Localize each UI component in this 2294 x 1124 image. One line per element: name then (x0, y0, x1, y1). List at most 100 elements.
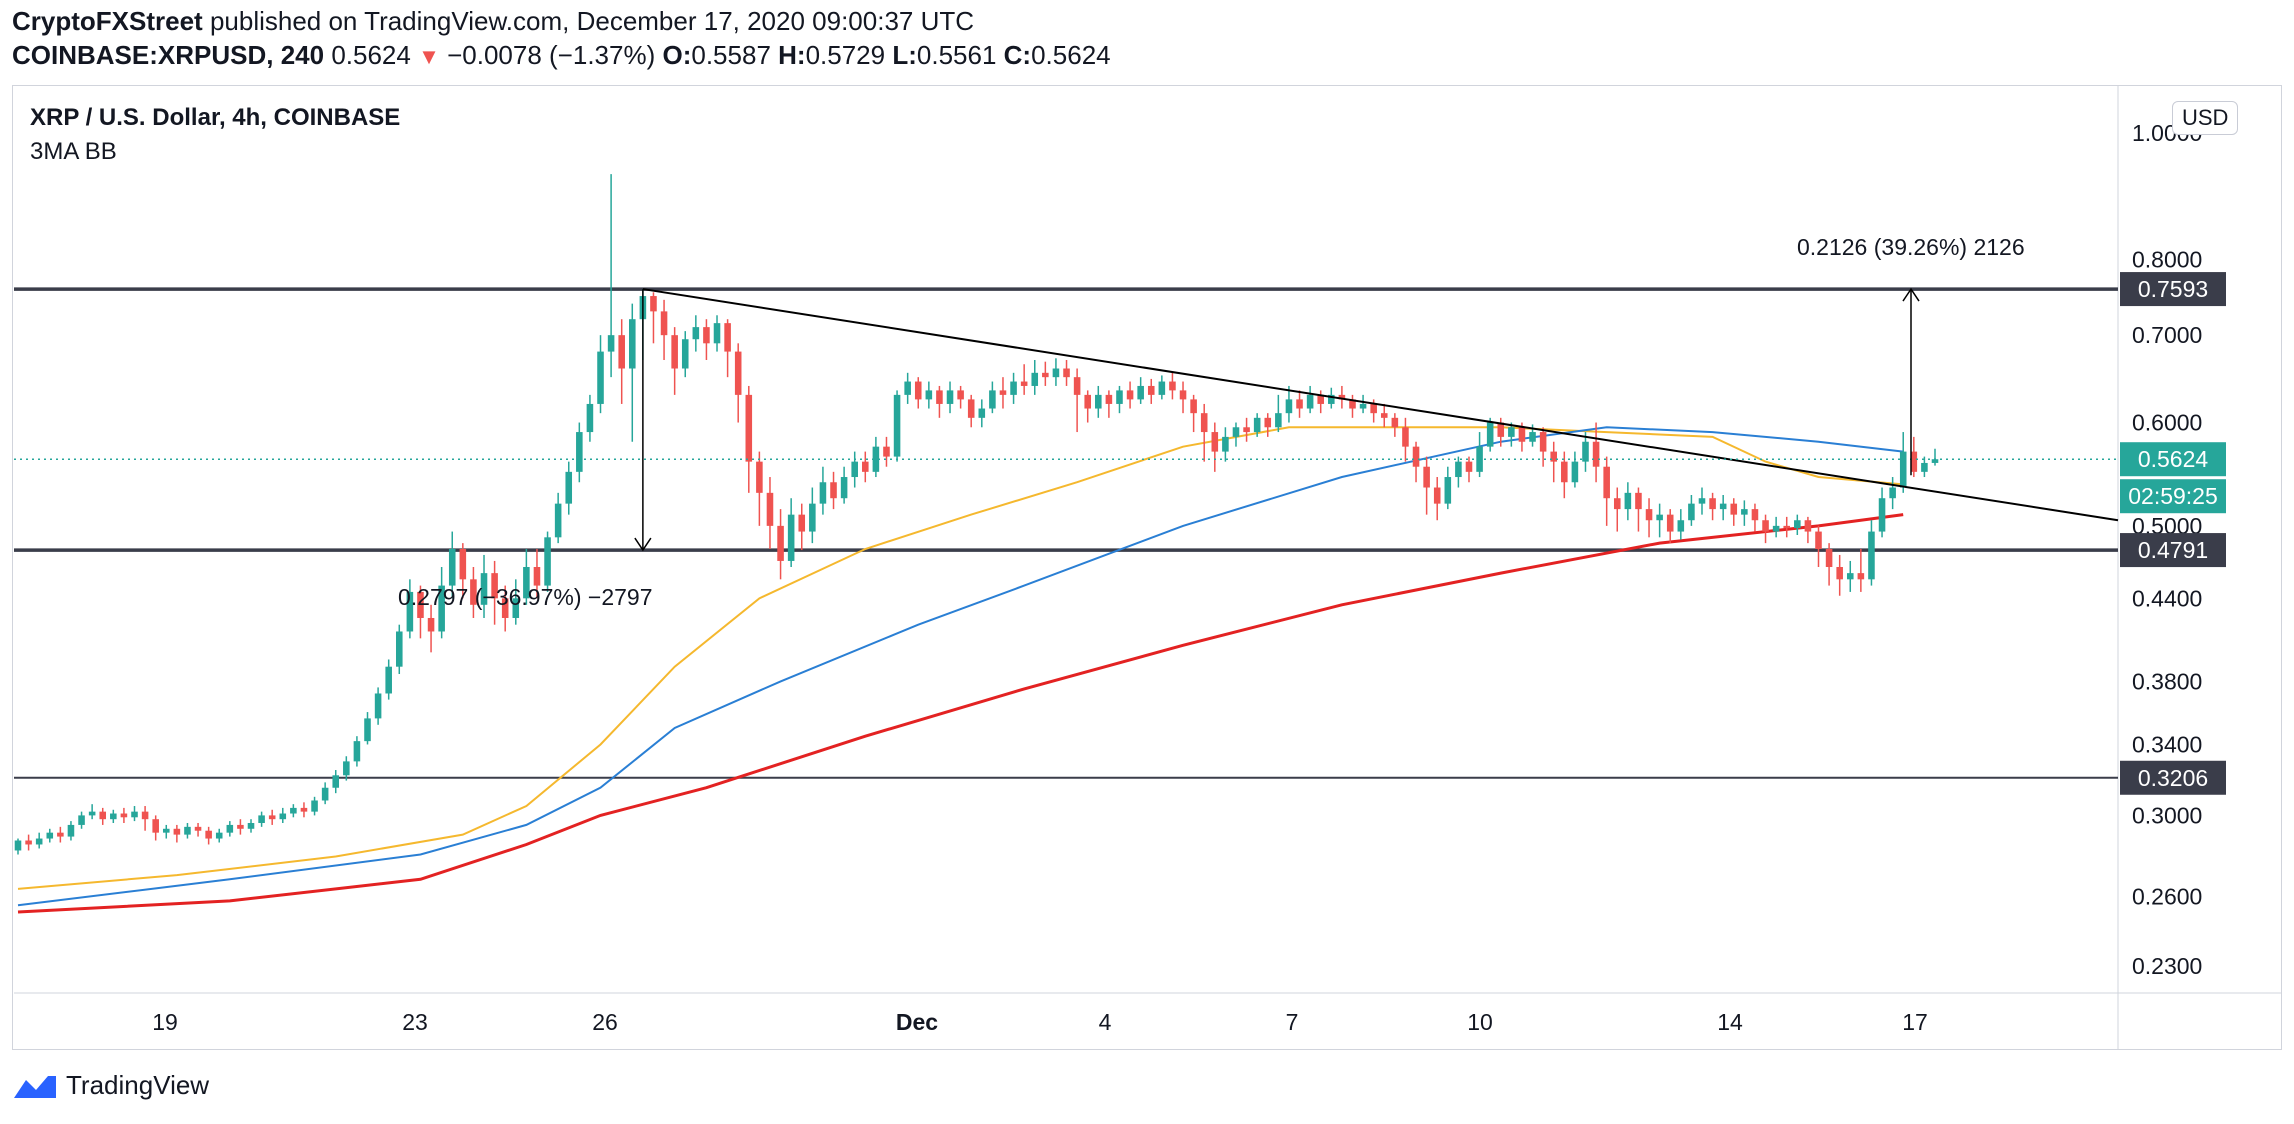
moving-average-line (17, 426, 1904, 907)
candle-body (173, 828, 181, 835)
candle-body (1232, 427, 1240, 437)
candle-body (1571, 461, 1579, 483)
publish-line: CryptoFXStreet published on TradingView.… (12, 6, 974, 37)
candle-body (1688, 503, 1695, 521)
candle-body (1306, 394, 1314, 409)
moving-average-line (17, 426, 1904, 890)
candle-body (343, 761, 350, 776)
candle-body (1804, 520, 1812, 532)
measure-arrowhead-down (634, 537, 652, 552)
candle-body (1868, 531, 1875, 580)
candle-body (1794, 520, 1801, 529)
candle-body (67, 824, 75, 837)
candle-body (1137, 385, 1144, 400)
candle-body (1719, 503, 1727, 510)
candle-body (1613, 498, 1621, 510)
candle-body (1698, 498, 1706, 504)
chart-panel (12, 85, 2282, 1050)
y-tick-label: 0.3000 (2132, 802, 2202, 828)
candle-body (1095, 394, 1102, 409)
candle-body (1243, 427, 1250, 433)
candle-body (1772, 525, 1780, 532)
candle-body (406, 591, 414, 632)
candle-body (1222, 436, 1229, 452)
last-price: 0.5624 (331, 40, 411, 70)
last-price-tag (2120, 442, 2226, 477)
candle-body (1275, 413, 1282, 428)
candle-body (99, 811, 107, 820)
pane-title: XRP / U.S. Dollar, 4h, COINBASE (30, 104, 401, 131)
candle-body (1349, 399, 1356, 409)
candle-body (1328, 394, 1335, 404)
y-tick-label: 0.7000 (2132, 322, 2202, 348)
candle-body (1921, 462, 1928, 472)
candle-body (470, 579, 477, 605)
high-label: H: (778, 40, 806, 70)
candle-body (893, 394, 901, 457)
candle-body (332, 775, 340, 788)
candle-body (967, 399, 975, 418)
candle-body (978, 408, 986, 418)
candle-body (999, 390, 1007, 395)
x-tick-label: 17 (1902, 1009, 1928, 1035)
candle-body (745, 394, 753, 462)
candle-body (1126, 390, 1134, 400)
candle-body (756, 461, 763, 493)
candle-body (1158, 381, 1166, 395)
candle-body (1529, 432, 1536, 442)
candle-body (1889, 487, 1896, 499)
candle-body (1285, 399, 1293, 414)
candle-body (671, 335, 678, 369)
currency-button[interactable]: USD (2172, 101, 2239, 135)
candle-body (1338, 394, 1346, 400)
candle-body (1751, 509, 1759, 521)
candle-body (1042, 372, 1049, 378)
y-tick-label: 0.3400 (2132, 731, 2202, 757)
level-price-tag (2120, 760, 2226, 795)
close-value: 0.5624 (1031, 40, 1111, 70)
candle-body (1211, 432, 1219, 452)
candle-body (840, 477, 848, 499)
tradingview-logo[interactable]: TradingView (12, 1070, 209, 1101)
candle-body (290, 807, 297, 814)
candle-body (1359, 403, 1367, 409)
candle-body (1020, 381, 1028, 386)
candle-body (544, 537, 551, 586)
published-text: published on TradingView.com, December 1… (209, 6, 975, 36)
candle-body (1508, 427, 1515, 437)
candle-body (1073, 377, 1081, 395)
level-price-label: 0.4791 (2138, 537, 2208, 563)
candle-body (1380, 413, 1388, 418)
candle-body (1730, 503, 1738, 515)
author-name[interactable]: CryptoFXStreet (12, 6, 203, 36)
candle-body (1656, 514, 1663, 521)
candle-body (1666, 514, 1674, 532)
candle-body (1116, 390, 1123, 404)
candle-body (597, 351, 604, 404)
candle-body (194, 826, 202, 831)
candle-body (1825, 549, 1833, 568)
candle-body (35, 838, 43, 845)
last-price-label: 0.5624 (2138, 446, 2209, 472)
y-tick-label: 0.3800 (2132, 668, 2202, 694)
candle-body (1762, 520, 1769, 532)
candle-body (851, 461, 858, 478)
candle-body (713, 323, 721, 344)
candle-body (1910, 451, 1918, 472)
y-tick-label: 0.6000 (2132, 410, 2202, 436)
candle-body (692, 327, 700, 340)
candle-body (1561, 461, 1568, 483)
candle-body (1582, 441, 1589, 462)
candle-body (936, 390, 943, 404)
candle-body (1391, 417, 1399, 428)
symbol-label: COINBASE:XRPUSD, 240 (12, 40, 325, 70)
candle-body (1317, 394, 1324, 404)
candle-body (787, 514, 795, 561)
measure-label-up: 0.2126 (39.26%) 2126 (1797, 234, 2025, 260)
candle-body (1444, 477, 1452, 504)
candle-body (279, 813, 287, 820)
candle-body (586, 403, 594, 433)
candle-body (1603, 466, 1610, 499)
candle-body (1592, 441, 1600, 467)
